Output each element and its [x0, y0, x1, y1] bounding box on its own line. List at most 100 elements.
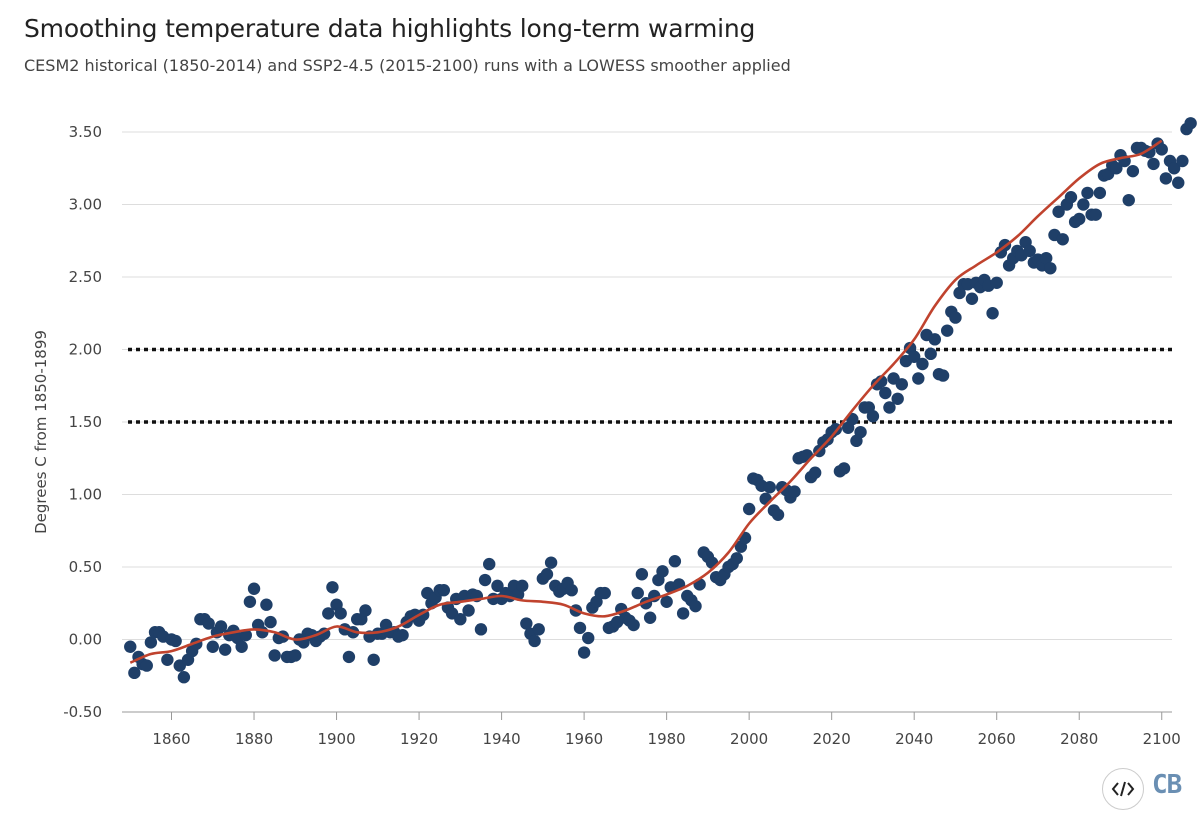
data-point — [1077, 198, 1090, 211]
data-point — [895, 378, 909, 391]
y-tick-label: 3.00 — [69, 196, 102, 214]
y-axis-title: Degrees C from 1850-1899 — [32, 330, 50, 534]
data-point — [1064, 191, 1078, 204]
data-point — [577, 646, 591, 659]
data-point — [532, 623, 545, 636]
data-point — [1081, 186, 1094, 200]
data-point — [177, 671, 191, 684]
lowess-line-group — [129, 139, 1163, 664]
data-point — [788, 485, 801, 498]
data-point — [668, 555, 682, 568]
data-point — [565, 584, 578, 597]
data-point — [396, 628, 409, 642]
data-point — [1172, 176, 1185, 189]
data-point — [540, 568, 554, 581]
data-point — [260, 598, 273, 611]
data-point — [573, 621, 587, 635]
data-point — [462, 604, 475, 617]
data-point — [924, 347, 937, 361]
data-point — [264, 615, 277, 629]
data-point — [883, 401, 896, 414]
data-point — [124, 640, 137, 653]
data-point — [891, 392, 904, 405]
data-point — [808, 466, 822, 479]
data-point — [965, 292, 979, 305]
x-tick-label: 1940 — [482, 730, 520, 748]
data-point — [359, 604, 372, 617]
data-point — [1093, 186, 1107, 200]
data-point — [544, 556, 558, 569]
data-point — [879, 386, 892, 400]
data-point — [474, 623, 488, 636]
data-point — [940, 324, 954, 337]
data-point — [326, 581, 339, 594]
x-tick-label: 2020 — [813, 730, 851, 748]
data-point — [169, 634, 182, 648]
chart-subtitle: CESM2 historical (1850-2014) and SSP2-4.… — [24, 56, 791, 75]
data-point — [1023, 244, 1036, 258]
data-point — [866, 410, 880, 423]
data-point — [598, 586, 611, 600]
data-point — [367, 653, 380, 666]
data-point — [289, 649, 302, 662]
data-point — [631, 586, 644, 600]
carbonbrief-logo: CB — [1152, 770, 1182, 800]
data-point — [161, 653, 174, 666]
data-point — [334, 607, 347, 620]
data-point — [491, 579, 504, 593]
data-point — [1110, 162, 1123, 175]
y-tick-label: 1.50 — [69, 413, 102, 431]
data-point — [144, 636, 158, 649]
threshold-lines — [128, 347, 1172, 424]
data-point — [1184, 117, 1197, 130]
data-point — [990, 276, 1003, 289]
data-point — [837, 462, 851, 475]
data-point — [1155, 143, 1168, 156]
y-tick-label: 1.00 — [69, 486, 102, 504]
data-point — [907, 350, 921, 363]
data-point — [437, 584, 451, 597]
data-point — [582, 631, 595, 645]
data-point — [1159, 172, 1173, 185]
data-point — [128, 666, 141, 680]
embed-button[interactable] — [1102, 768, 1144, 810]
x-tick-label: 1880 — [235, 730, 273, 748]
data-point — [528, 634, 541, 648]
data-point — [268, 649, 281, 662]
data-point — [656, 565, 669, 578]
data-point — [730, 552, 743, 565]
x-tick-label: 2100 — [1143, 730, 1181, 748]
data-point — [1126, 164, 1140, 178]
data-point — [1089, 208, 1102, 221]
data-point — [1147, 157, 1160, 171]
data-point — [874, 375, 888, 388]
data-point — [256, 626, 269, 639]
y-tick-label: 0.00 — [69, 631, 102, 649]
data-point — [1143, 146, 1156, 159]
data-point — [1044, 262, 1057, 275]
chart-title: Smoothing temperature data highlights lo… — [24, 14, 756, 43]
data-point — [342, 650, 356, 664]
data-point — [763, 481, 776, 494]
data-point — [936, 369, 950, 382]
data-point — [771, 508, 785, 521]
data-point — [676, 607, 690, 620]
y-tick-label: 0.50 — [69, 558, 102, 576]
data-point — [247, 582, 261, 595]
data-point — [854, 425, 867, 439]
data-point — [635, 568, 649, 581]
data-point — [660, 595, 673, 608]
data-point — [520, 617, 533, 630]
data-point — [478, 573, 492, 587]
y-tick-label: -0.50 — [63, 703, 102, 721]
data-point — [643, 611, 657, 624]
data-point — [140, 659, 153, 672]
x-tick-label: 2060 — [978, 730, 1016, 748]
data-point — [916, 357, 929, 371]
data-point — [928, 333, 942, 346]
data-point — [1073, 212, 1086, 226]
data-point — [1176, 154, 1189, 168]
x-tick-label: 1920 — [400, 730, 438, 748]
y-tick-label: 2.50 — [69, 268, 102, 286]
x-tick-label: 2040 — [895, 730, 933, 748]
